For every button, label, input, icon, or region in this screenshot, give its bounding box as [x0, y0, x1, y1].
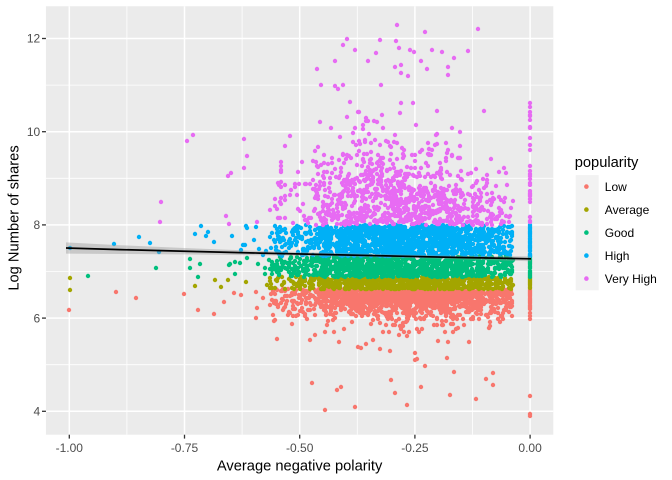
svg-text:8: 8: [34, 218, 41, 232]
svg-text:popularity: popularity: [575, 155, 639, 171]
svg-text:12: 12: [27, 32, 41, 46]
svg-text:10: 10: [27, 125, 41, 139]
svg-text:Very High: Very High: [605, 272, 657, 286]
svg-text:4: 4: [34, 405, 41, 419]
svg-text:-1.00: -1.00: [56, 441, 84, 455]
svg-text:-0.50: -0.50: [286, 441, 314, 455]
svg-text:Low: Low: [605, 180, 627, 194]
svg-text:Average: Average: [605, 203, 650, 217]
svg-text:0.00: 0.00: [518, 441, 542, 455]
svg-text:Good: Good: [605, 226, 634, 240]
svg-text:6: 6: [34, 311, 41, 325]
svg-text:High: High: [605, 249, 630, 263]
svg-text:-0.75: -0.75: [171, 441, 199, 455]
svg-text:-0.25: -0.25: [401, 441, 429, 455]
svg-text:Average negative polarity: Average negative polarity: [217, 459, 383, 475]
svg-text:Log Number of shares: Log Number of shares: [7, 145, 23, 290]
